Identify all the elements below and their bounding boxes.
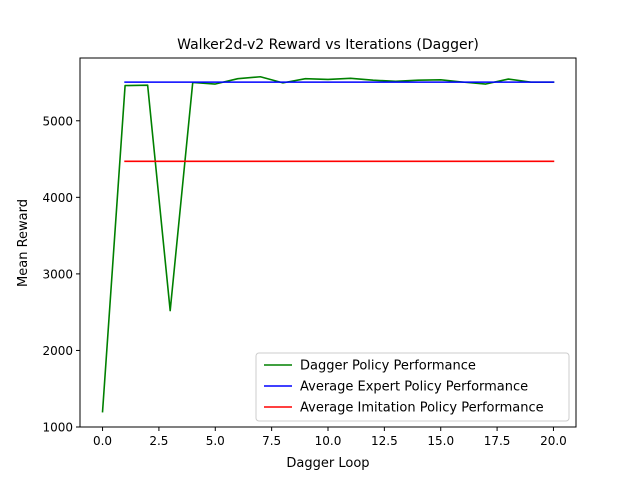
x-tick-label: 17.5 bbox=[484, 434, 511, 448]
y-tick-label: 1000 bbox=[42, 421, 73, 435]
x-tick-label: 0.0 bbox=[93, 434, 112, 448]
y-axis-label: Mean Reward bbox=[16, 199, 31, 287]
legend-label: Average Imitation Policy Performance bbox=[300, 401, 544, 416]
chart-title: Walker2d-v2 Reward vs Iterations (Dagger… bbox=[177, 37, 479, 53]
x-axis-label: Dagger Loop bbox=[286, 456, 369, 471]
series-layer bbox=[101, 75, 555, 413]
x-tick-label: 12.5 bbox=[371, 434, 398, 448]
x-tick-label: 7.5 bbox=[262, 434, 281, 448]
x-tick-label: 5.0 bbox=[206, 434, 225, 448]
x-tick-label: 2.5 bbox=[149, 434, 168, 448]
y-tick-label: 3000 bbox=[42, 267, 73, 281]
axes-layer: 0.0 2.5 5.0 7.5 10.0 12.5 15.0 17.5 20.0 1000 2000… bbox=[42, 57, 577, 448]
y-tick-label: 2000 bbox=[42, 344, 73, 358]
legend-box bbox=[255, 352, 570, 422]
legend-label: Average Expert Policy Performance bbox=[300, 380, 528, 395]
x-tick-label: 10.0 bbox=[315, 434, 342, 448]
legend: Dagger Policy Performance Average Expert … bbox=[255, 352, 570, 422]
legend-label: Dagger Policy Performance bbox=[300, 359, 476, 374]
series-line-0 bbox=[101, 75, 555, 413]
x-tick-label: 15.0 bbox=[427, 434, 454, 448]
y-tick-label: 5000 bbox=[42, 114, 73, 128]
x-tick-label: 20.0 bbox=[540, 434, 567, 448]
y-tick-label: 4000 bbox=[42, 191, 73, 205]
